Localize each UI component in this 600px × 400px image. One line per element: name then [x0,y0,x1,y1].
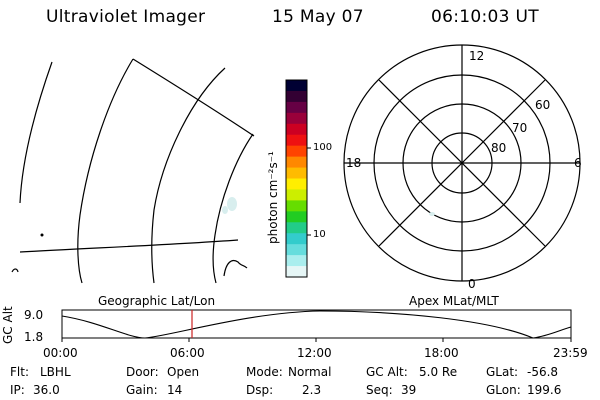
altitude-ytick-low: 1.8 [24,330,44,344]
status-dsp-value: 2.3 [302,383,322,397]
altitude-plot-frame [61,309,572,339]
status-ip-value: 36.0 [33,383,60,397]
altitude-ytick-high: 9.0 [24,308,44,322]
altitude-ylabel: GC Alt [1,306,15,344]
status-door-value: Open [167,365,200,379]
altitude-xtick: 23:59 [553,346,588,360]
colorbar-segment [286,145,307,158]
status-dsp-key: Dsp: [246,383,274,397]
aurora-blob [222,197,237,214]
colorbar-tick-10: 10 [313,229,326,240]
status-glon-value: 199.6 [527,383,562,397]
status-flt-key: Flt: [10,365,29,379]
altitude-xtick: 12:00 [297,346,332,360]
status-glat-key: GLat: [486,365,519,379]
colorbar-segment [286,211,307,223]
colorbar-segment [286,156,307,169]
mlat-label-80: 80 [491,141,507,155]
map-marker-dot [40,233,44,237]
status-flt-value: LBHL [40,365,71,379]
colorbar-segment [286,200,307,212]
colorbar-segment [286,112,307,125]
mlat-label-60: 60 [535,98,551,112]
status-glon-key: GLon: [486,383,521,397]
mlt-label-12: 12 [469,49,485,63]
status-gcalt-key: GC Alt: [366,365,408,379]
status-glat-value: -56.8 [527,365,559,379]
colorbar-segment [286,222,307,234]
status-gain-value: 14 [167,383,183,397]
colorbar-segment [286,134,307,147]
longitude-line [19,61,53,204]
status-gcalt-value: 5.0 Re [419,365,458,379]
colorbar-frame [285,79,308,278]
altitude-curve [61,310,572,339]
longitude-line [151,67,226,284]
colorbar-segment [286,167,307,180]
colorbar [286,80,307,278]
longitude-line [212,133,254,284]
mlt-label-6: 6 [574,156,582,170]
status-seq-value: 39 [401,383,417,397]
status-mode-value: Normal [288,365,332,379]
status-mode-key: Mode: [246,365,283,379]
altitude-x-ticks [61,338,572,342]
apex-panel-label: Apex MLat/MLT [409,294,499,308]
colorbar-segment [286,233,307,245]
colorbar-segment [286,80,307,92]
latitude-line [19,239,239,253]
colorbar-ticks [307,147,311,236]
coastline [11,268,19,273]
polar-aurora [429,212,435,216]
time-label: 06:10:03 UT [431,7,539,27]
mlt-label-0: 0 [468,277,476,291]
mlt-label-18: 18 [346,156,362,170]
altitude-xtick: 06:00 [170,346,205,360]
status-ip-key: IP: [10,383,25,397]
colorbar-segment [286,178,307,191]
colorbar-segment [286,266,307,278]
longitude-line [77,58,134,284]
status-seq-key: Seq: [366,383,393,397]
mlat-label-70: 70 [512,121,528,135]
colorbar-tick-100: 100 [313,142,333,153]
colorbar-segment [286,255,307,267]
polar-diagonal [378,79,546,247]
colorbar-segment [286,123,307,136]
colorbar-unit-label: photon cm⁻²s⁻¹ [266,151,280,244]
geographic-map [11,58,255,284]
altitude-xtick: 18:00 [424,346,459,360]
colorbar-segment [286,101,307,114]
status-gain-key: Gain: [126,383,158,397]
instrument-title: Ultraviolet Imager [46,7,206,27]
colorbar-segment [286,90,307,103]
latitude-line [132,58,255,137]
colorbar-segment [286,189,307,201]
date-label: 15 May 07 [272,7,364,27]
coastline [223,259,248,277]
geographic-panel-label: Geographic Lat/Lon [98,294,216,308]
status-door-key: Door: [126,365,159,379]
colorbar-segment [286,244,307,256]
altitude-xtick: 00:00 [43,346,78,360]
polar-plot [343,44,581,282]
